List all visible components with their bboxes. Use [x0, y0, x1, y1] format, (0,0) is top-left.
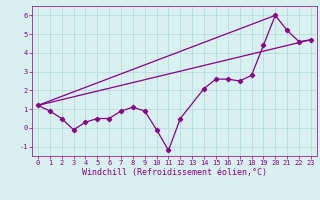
X-axis label: Windchill (Refroidissement éolien,°C): Windchill (Refroidissement éolien,°C) — [82, 168, 267, 177]
